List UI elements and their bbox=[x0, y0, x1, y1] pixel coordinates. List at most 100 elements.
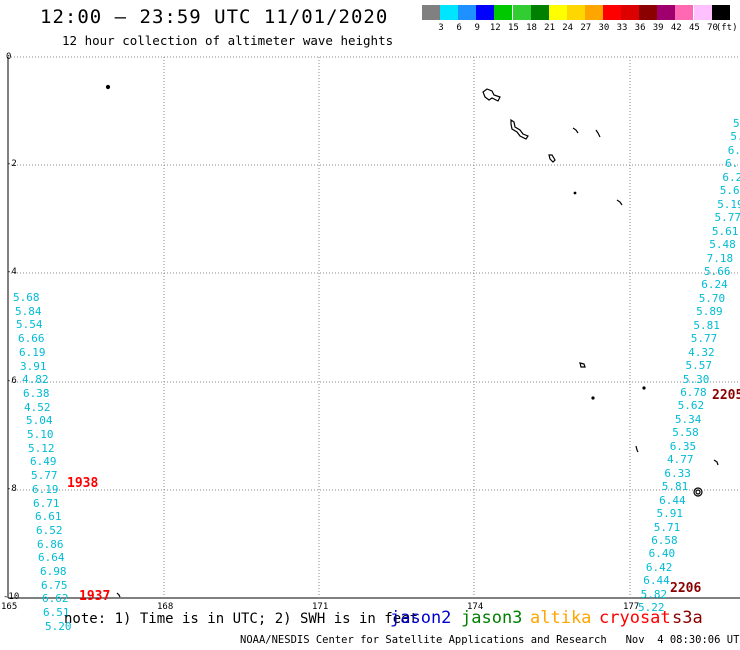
wave-height-value: 6.75 bbox=[41, 578, 68, 592]
wave-height-value: 6.66 bbox=[18, 332, 45, 346]
wave-height-value: 5.19 bbox=[717, 197, 740, 211]
wave-height-value: 5.77 bbox=[31, 469, 58, 483]
scale-swatch bbox=[693, 5, 712, 20]
wave-height-value: 7.18 bbox=[706, 251, 734, 265]
lat-label: -8 bbox=[6, 484, 17, 494]
wave-height-value: 5.30 bbox=[682, 372, 710, 386]
scale-label: 15 bbox=[507, 23, 519, 33]
scale-swatch bbox=[639, 5, 658, 20]
wave-height-value: 4.52 bbox=[24, 400, 51, 414]
scale-swatch bbox=[548, 5, 567, 20]
wave-height-value: 6.44 bbox=[659, 493, 686, 507]
scale-label: 12 bbox=[489, 23, 501, 33]
wave-height-value: 5.71 bbox=[653, 520, 681, 534]
wave-height-value: 6.98 bbox=[40, 565, 67, 578]
scale-label: 6 bbox=[456, 23, 462, 33]
wave-height-value: 6.64 bbox=[38, 551, 65, 565]
satellite-legend-cryosat: cryosat bbox=[599, 608, 671, 628]
wave-height-value: 6.52 bbox=[36, 523, 63, 537]
wave-height-value: 5.34 bbox=[674, 412, 702, 426]
lon-label: 165 bbox=[1, 602, 18, 612]
scale-swatch bbox=[440, 5, 459, 20]
lon-label: 177 bbox=[623, 602, 640, 612]
wave-height-value: 6.62 bbox=[42, 592, 69, 606]
lat-label: -6 bbox=[6, 376, 17, 386]
wave-height-value: 4.32 bbox=[688, 345, 715, 359]
scale-label: 45 bbox=[688, 23, 700, 33]
wave-height-value: 5.82 bbox=[640, 587, 668, 601]
wave-height-value: 5. bbox=[730, 130, 740, 144]
wave-height-value: 4.77 bbox=[667, 453, 694, 467]
scale-swatch bbox=[711, 5, 730, 20]
wave-height-value: 5.84 bbox=[15, 304, 42, 318]
scale-label: 24 bbox=[562, 23, 574, 33]
wave-height-value: 5.66 bbox=[704, 264, 731, 278]
scale-swatch bbox=[657, 5, 676, 20]
scale-swatch bbox=[422, 5, 440, 20]
scale-label: 18 bbox=[526, 23, 537, 33]
wave-height-value: 6.40 bbox=[648, 547, 676, 561]
satellite-legend-jason3: jason3 bbox=[461, 608, 523, 628]
scale-swatch bbox=[603, 5, 621, 20]
scale-label: 39 bbox=[652, 23, 664, 33]
wave-height-value: 6.33 bbox=[664, 466, 691, 480]
wave-height-value: 5.57 bbox=[685, 359, 713, 373]
scale-label: 70 bbox=[707, 23, 718, 33]
map-subtitle: 12 hour collection of altimeter wave hei… bbox=[62, 33, 394, 48]
wave-height-value: 6.19 bbox=[32, 482, 59, 496]
scale-label: 3 bbox=[438, 23, 444, 33]
lon-label: 174 bbox=[467, 602, 484, 612]
wave-height-value: 6.86 bbox=[37, 537, 64, 551]
scale-label: 9 bbox=[474, 23, 480, 33]
scale-swatch bbox=[494, 5, 513, 20]
wave-height-value: 5.89 bbox=[696, 305, 723, 319]
wave-height-value: 6.19 bbox=[19, 345, 46, 359]
wave-height-value: 5.91 bbox=[656, 507, 684, 520]
scale-swatch bbox=[566, 5, 585, 20]
wave-height-value: 6.44 bbox=[643, 574, 670, 588]
satellite-legend-s3a: s3a bbox=[672, 608, 703, 628]
wave-height-value: 5.81 bbox=[693, 318, 720, 332]
satellite-legend-altika: altika bbox=[530, 608, 592, 628]
wave-height-value: 6.42 bbox=[645, 560, 673, 574]
wave-height-value: 5. bbox=[733, 117, 740, 130]
track-time-label: 1937 bbox=[79, 589, 111, 604]
scale-swatch bbox=[458, 5, 477, 20]
track-time-label: 2205 bbox=[712, 388, 740, 403]
wave-height-value: 5.68 bbox=[13, 291, 40, 304]
scale-unit: (ft) bbox=[715, 23, 738, 33]
scale-label: 27 bbox=[580, 23, 592, 33]
wave-height-value: 5.10 bbox=[27, 428, 54, 441]
wave-height-value: 6.61 bbox=[35, 510, 62, 524]
wave-height-value: 5.20 bbox=[45, 619, 72, 633]
scale-label: 36 bbox=[634, 23, 646, 33]
wave-height-value: 5.04 bbox=[26, 414, 53, 428]
wave-height-value: 5.54 bbox=[16, 318, 43, 332]
footer-note: note: 1) Time is in UTC; 2) SWH is in fe… bbox=[64, 611, 419, 627]
wave-height-value: 6.51 bbox=[43, 606, 70, 620]
wave-height-value: 5.81 bbox=[661, 480, 689, 494]
scale-swatch bbox=[476, 5, 495, 20]
lat-label: -4 bbox=[6, 267, 17, 277]
wave-height-value: 6.49 bbox=[30, 455, 57, 469]
lon-label: 171 bbox=[312, 602, 329, 612]
map-title: 12:00 – 23:59 UTC 11/01/2020 bbox=[40, 6, 389, 28]
wave-height-value: 6. bbox=[725, 157, 739, 171]
track-time-label: 2206 bbox=[670, 581, 702, 596]
wave-height-value: 6.78 bbox=[680, 386, 707, 399]
scale-swatch bbox=[530, 5, 549, 20]
wave-height-value: 5.77 bbox=[714, 211, 740, 225]
wave-height-value: 5.22 bbox=[638, 601, 665, 615]
map-frame bbox=[7, 57, 740, 599]
scale-label: 30 bbox=[598, 23, 610, 33]
scale-label: 33 bbox=[616, 23, 628, 33]
wave-height-value: 5.70 bbox=[698, 291, 726, 305]
wave-height-value: 3.91 bbox=[20, 359, 47, 373]
island-outlines bbox=[105, 84, 719, 598]
scale-swatch bbox=[584, 5, 603, 20]
wave-height-value: 5.58 bbox=[672, 426, 699, 440]
lat-label: 0 bbox=[6, 52, 12, 62]
track-time-label: 1938 bbox=[67, 476, 99, 491]
wave-height-value: 5.61 bbox=[711, 224, 739, 238]
scale-label: 42 bbox=[670, 23, 682, 33]
